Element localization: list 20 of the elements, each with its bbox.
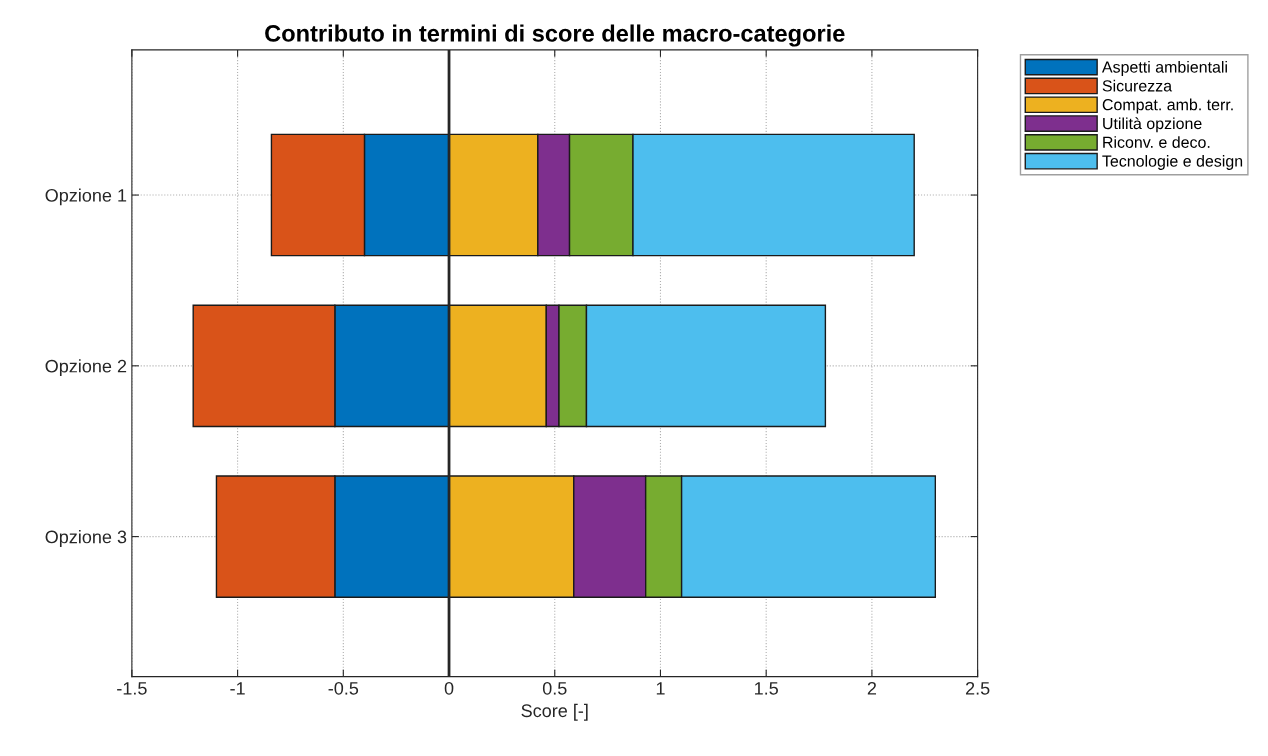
y-tick-label: Opzione 3 bbox=[45, 530, 127, 547]
x-axis-title: Score [-] bbox=[521, 703, 588, 721]
legend-label: Tecnologie e design bbox=[1102, 155, 1243, 170]
x-tick-label: 2 bbox=[867, 681, 877, 695]
x-tick-label: -0.5 bbox=[328, 681, 359, 695]
y-tick-label: Opzione 2 bbox=[45, 359, 127, 377]
x-tick-label: 1.5 bbox=[755, 682, 778, 695]
x-tick-label: 0 bbox=[444, 681, 454, 695]
legend-label: Utilità opzione bbox=[1103, 117, 1202, 133]
x-tick-label: 1 bbox=[656, 682, 665, 695]
y-tick-label: Opzione 1 bbox=[45, 188, 127, 206]
legend-label: Aspetti ambientali bbox=[1101, 61, 1227, 76]
chart-title: Contributo in termini di score delle macro-categorie bbox=[265, 24, 845, 47]
x-tick-label: 2.5 bbox=[965, 681, 990, 695]
x-tick-label: 0.5 bbox=[542, 681, 567, 695]
x-tick-label: -1.5 bbox=[117, 682, 147, 695]
legend-label: Sicurezza bbox=[1102, 79, 1173, 92]
legend-label: Compat. amb. terr. bbox=[1102, 98, 1233, 114]
legend-label: Riconv. e deco. bbox=[1103, 136, 1210, 148]
x-tick-label: -1 bbox=[230, 682, 245, 695]
